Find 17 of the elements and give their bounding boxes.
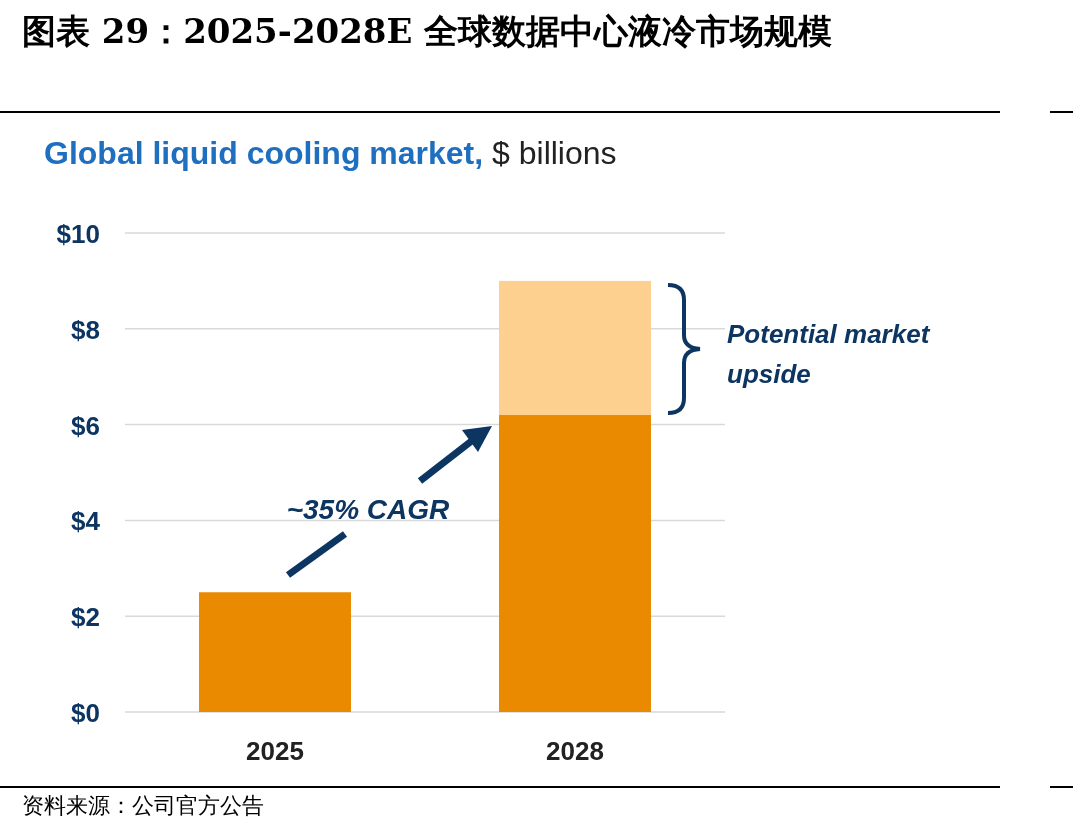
y-axis-title: $ billions	[483, 135, 617, 171]
chart-title: 图表 29：2025-2028E 全球数据中心液冷市场规模	[22, 10, 834, 53]
x-tick-label: 2028	[546, 736, 604, 766]
y-tick-label: $2	[71, 602, 100, 633]
text: Potential market upside	[727, 318, 932, 391]
y-tick-label: $6	[71, 410, 100, 441]
annotation: ~35% CAGR	[286, 494, 451, 525]
bar	[199, 592, 351, 712]
bar	[499, 415, 651, 712]
bar	[499, 280, 651, 416]
y-tick-label: $8	[71, 314, 100, 345]
y-tick-label: $4	[71, 506, 101, 537]
x-tick-label: 2025	[246, 736, 304, 766]
y-tick-label: $10	[56, 219, 100, 249]
chart-subtitle: Global liquid cooling market,	[44, 135, 484, 171]
y-tick-label: $0	[71, 698, 100, 728]
text: 资料来源：公司官方公告	[22, 792, 264, 820]
